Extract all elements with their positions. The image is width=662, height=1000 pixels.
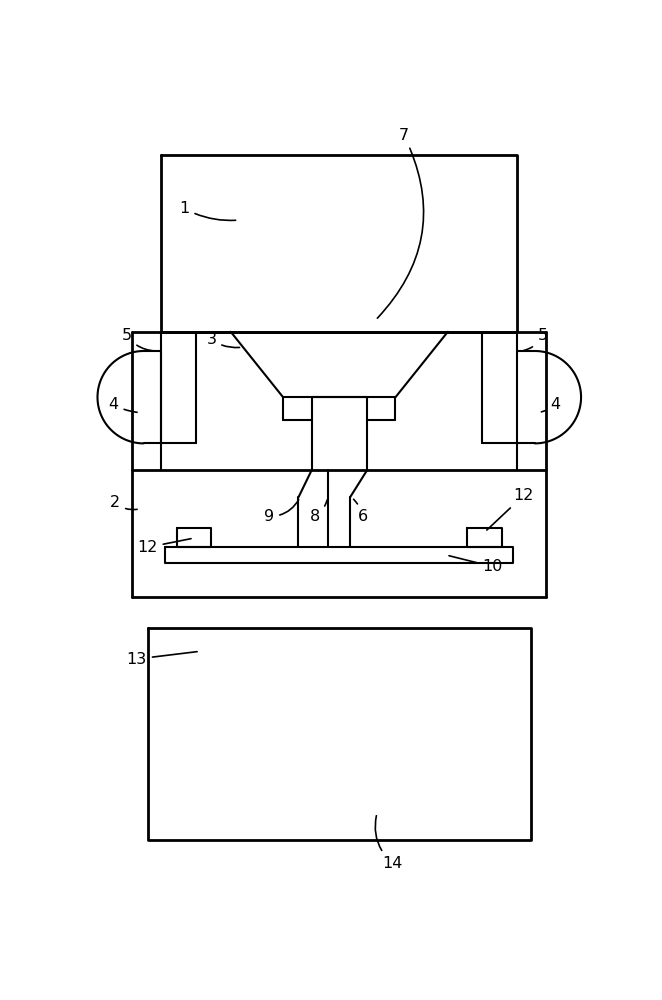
Text: 4: 4 (109, 397, 137, 412)
Text: 3: 3 (207, 332, 240, 348)
Text: 2: 2 (110, 495, 137, 510)
Text: 10: 10 (449, 556, 502, 574)
Text: 1: 1 (179, 201, 236, 220)
Text: 6: 6 (354, 499, 368, 524)
Text: 5: 5 (524, 328, 547, 350)
Text: 14: 14 (375, 816, 402, 871)
Text: 8: 8 (310, 500, 327, 524)
Text: 12: 12 (137, 539, 191, 555)
Text: 4: 4 (542, 397, 561, 412)
Text: 7: 7 (377, 128, 424, 318)
Text: 5: 5 (122, 328, 155, 351)
Text: 12: 12 (487, 488, 534, 530)
Text: 13: 13 (126, 652, 197, 666)
Text: 9: 9 (264, 500, 299, 524)
